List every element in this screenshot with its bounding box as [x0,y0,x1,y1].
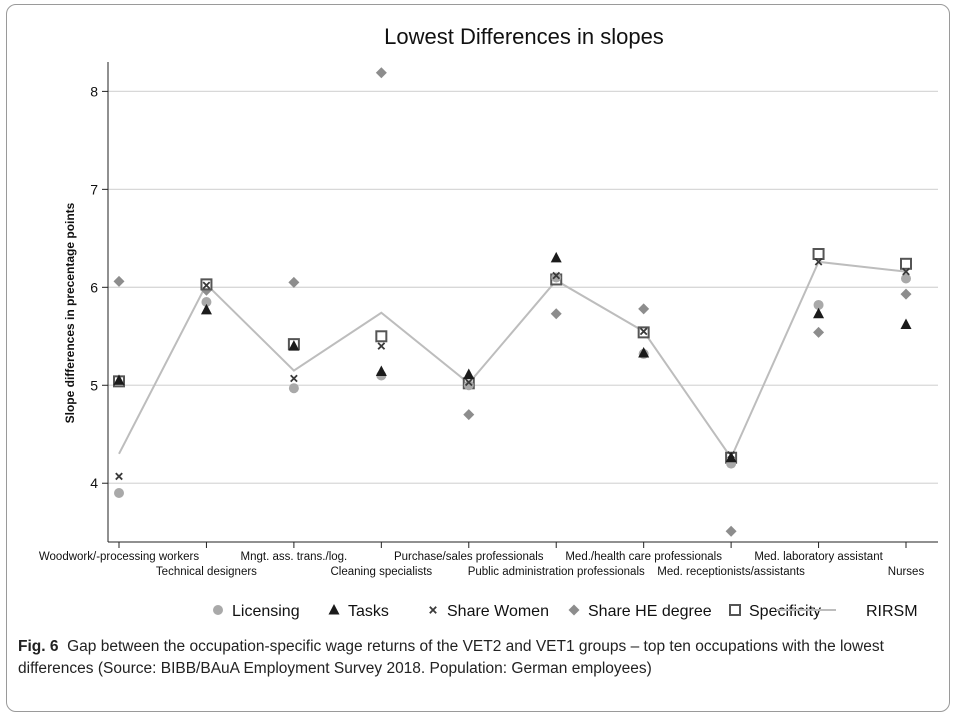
legend-item: Tasks [328,603,389,620]
x-tick-label: Med. receptionists/assistants [657,566,805,578]
legend-key-diamond [568,604,580,616]
figure-caption: Fig. 6 Gap between the occupation-specif… [18,636,948,680]
data-point-tasks [113,374,125,385]
data-point-share-women [377,342,386,350]
caption-label: Fig. 6 [18,638,59,655]
data-point-tasks [288,340,300,351]
data-point-tasks [638,346,650,358]
data-point-share-he-degree [113,275,125,287]
legend-key-circle [213,605,223,615]
data-point-share-women [902,267,910,276]
y-tick-label: 4 [90,475,98,491]
data-point-licensing [201,297,212,307]
legend: Licensing Tasks Share Women Share HE degree… [213,603,918,620]
data-point-licensing [551,272,562,283]
data-point-share-he-degree [550,308,562,320]
legend-item: Share Women [429,603,549,620]
legend-item: Licensing [213,603,300,620]
plot-area: 4 5 6 7 8 Woodwork/-processing workers Technic… [39,62,938,578]
legend-label: Tasks [348,603,389,620]
caption-text: Gap between the occupation-specific wage… [18,638,884,677]
legend-key-square [729,604,741,616]
data-point-share-women [814,258,823,266]
data-point-tasks [550,251,562,263]
y-tick-label: 8 [90,83,98,99]
data-point-share-women [115,472,123,481]
data-point-share-women [552,271,561,280]
x-tick-label: Nurses [888,566,925,578]
series-line-rirsm [118,260,907,460]
data-point-tasks [375,365,387,377]
x-tick-label: Cleaning specialists [331,566,433,578]
x-tick-label: Mngt. ass. trans./log. [241,551,348,563]
data-point-share-women [639,327,648,336]
data-point-tasks [813,307,825,319]
data-point-licensing [114,488,124,499]
y-tick-label: 5 [90,377,98,393]
x-tick-label: Med./health care professionals [565,551,722,563]
data-point-licensing [813,299,824,310]
legend-key-triangle [328,604,340,615]
legend-item: Share HE degree [568,603,712,620]
data-point-share-he-degree [288,276,300,288]
y-tick-label: 7 [90,181,98,197]
legend-label: Specificity [749,603,821,620]
data-point-share-women [464,378,473,387]
data-point-licensing [288,383,299,394]
x-tick-label: Purchase/sales professionals [394,551,544,563]
x-tick-label: Technical designers [156,566,257,578]
legend-key-x [429,606,437,614]
x-tick-label: Med. laboratory assistant [754,551,883,563]
data-point-licensing [901,273,911,284]
data-point-share-he-degree [463,409,475,421]
data-point-licensing [463,380,474,391]
data-point-specificity [375,330,388,343]
data-point-share-he-degree [725,525,737,537]
data-point-share-he-degree [638,303,650,315]
y-tick-label: 6 [90,279,98,295]
data-point-tasks [200,303,212,315]
legend-label: Share Women [447,603,549,620]
data-point-share-he-degree [375,67,387,79]
figure-frame [6,4,950,712]
chart-title: Lowest Differences in slopes [384,24,664,49]
legend-item: Specificity [729,603,821,620]
x-tick-label: Woodwork/-processing workers [39,551,199,563]
data-point-tasks [725,451,737,463]
data-point-tasks [463,368,475,379]
legend-label: Licensing [232,603,300,620]
legend-label: RIRSM [866,603,918,620]
data-point-share-he-degree [813,326,825,338]
data-point-share-women [290,374,298,383]
legend-item: RIRSM [776,603,918,620]
y-axis-label: Slope differences in precentage points [63,202,77,423]
data-point-share-he-degree [900,288,912,300]
x-tick-label: Public administration professionals [468,566,645,578]
legend-label: Share HE degree [588,603,712,620]
data-point-share-women [202,281,211,290]
data-point-tasks [900,318,912,330]
data-point-specificity [900,257,912,270]
data-point-specificity [812,248,825,260]
